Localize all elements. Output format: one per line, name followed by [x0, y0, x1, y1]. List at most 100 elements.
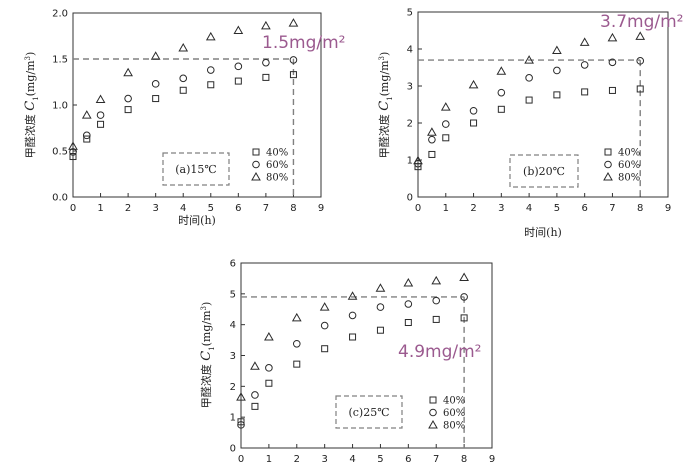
data-point [440, 102, 451, 111]
y-tick-label: 6 [230, 259, 236, 270]
data-point [347, 291, 358, 300]
x-tick-label: 1 [443, 203, 449, 214]
legend-label: 80% [618, 173, 640, 184]
x-tick-label: 1 [97, 203, 103, 214]
y-tick-label: 2 [230, 382, 236, 393]
data-point [289, 56, 298, 64]
data-point [292, 339, 301, 348]
series-60% [237, 293, 468, 429]
data-point [636, 57, 645, 65]
series-40% [414, 85, 644, 171]
data-point [319, 302, 330, 311]
legend-marker [429, 396, 437, 404]
data-point [413, 155, 423, 165]
data-point [69, 148, 77, 156]
series-80% [236, 272, 469, 401]
data-point [262, 58, 270, 67]
data-point [265, 364, 273, 372]
data-point [608, 58, 617, 67]
legend-label: 40% [618, 148, 640, 159]
data-point [251, 391, 259, 399]
data-point [320, 321, 329, 330]
data-point [460, 314, 468, 322]
data-point [375, 283, 386, 292]
condition-box [509, 154, 579, 188]
data-point [441, 120, 450, 128]
y-tick-label: 5 [407, 8, 413, 19]
data-point [553, 66, 561, 75]
y-tick-label: 1.5 [52, 55, 68, 66]
x-tick-label: 7 [433, 454, 439, 465]
data-point [321, 345, 329, 353]
x-tick-label: 3 [498, 203, 504, 214]
data-point [525, 74, 533, 82]
chart-panel-1: 0 1 2 3 4 5 6 7 8 9 0.0 0.5 1.0 1.5 2.0 时间(h) 甲醛浓度 C1(mg… [23, 9, 346, 228]
data-point [404, 319, 412, 327]
y-tick-label: 0 [230, 444, 236, 455]
y-tick-label: 3 [230, 351, 236, 362]
data-point [428, 150, 436, 158]
y-tick-label: 2.0 [52, 9, 68, 20]
data-point [496, 66, 507, 75]
data-point [82, 131, 91, 140]
data-point [431, 275, 442, 285]
legend-marker [429, 408, 437, 417]
data-point [234, 77, 242, 85]
y-tick-label: 0.5 [52, 147, 68, 158]
data-point [459, 272, 469, 281]
data-point [636, 85, 644, 93]
x-tick-label: 6 [581, 203, 587, 214]
data-point [404, 300, 413, 308]
y-axis-label: 甲醛浓度 C1(mg/m3) [23, 52, 40, 159]
x-tick-label: 8 [461, 454, 467, 465]
data-point [497, 88, 506, 97]
x-tick-label: 5 [554, 203, 560, 214]
y-tick-label: 3 [407, 82, 413, 93]
data-point [427, 127, 437, 136]
x-tick-label: 2 [125, 203, 131, 214]
legend-label: 80% [443, 421, 465, 432]
x-axis-label: 时间(h) [524, 226, 562, 239]
legend-marker [604, 160, 612, 169]
data-point [123, 67, 133, 77]
data-point [553, 91, 561, 99]
data-point [207, 81, 215, 89]
y-tick-label: 4 [407, 45, 413, 56]
data-point [469, 106, 478, 115]
condition-box [162, 152, 230, 186]
value-annotation: 4.9mg/m² [398, 342, 482, 362]
data-point [261, 20, 271, 30]
data-point [179, 86, 187, 94]
y-tick-label: 1 [230, 413, 236, 424]
legend-marker [428, 419, 438, 429]
data-point [552, 45, 562, 54]
data-point [95, 94, 106, 103]
data-point [178, 42, 189, 52]
x-tick-label: 8 [637, 203, 643, 214]
data-point [442, 134, 450, 142]
legend-label: 40% [266, 148, 288, 159]
x-tick-label: 7 [263, 203, 269, 214]
series-40% [69, 71, 297, 161]
x-tick-label: 0 [415, 203, 421, 214]
data-point [349, 333, 357, 341]
data-point [293, 360, 301, 368]
x-tick-label: 9 [489, 454, 495, 465]
value-annotation: 1.5mg/m² [262, 33, 346, 53]
series-80% [413, 31, 646, 165]
y-tick-label: 2 [407, 119, 413, 130]
data-point [288, 18, 299, 27]
x-tick-label: 3 [152, 203, 158, 214]
data-point [262, 73, 270, 81]
y-tick-label: 0.0 [52, 193, 68, 204]
data-point [205, 31, 216, 41]
series-80% [68, 18, 299, 150]
data-point [150, 51, 161, 60]
data-point [251, 402, 259, 410]
x-tick-label: 3 [321, 454, 327, 465]
data-point [468, 79, 479, 89]
x-tick-label: 6 [405, 454, 411, 465]
data-point [579, 37, 590, 46]
data-point [289, 71, 297, 79]
